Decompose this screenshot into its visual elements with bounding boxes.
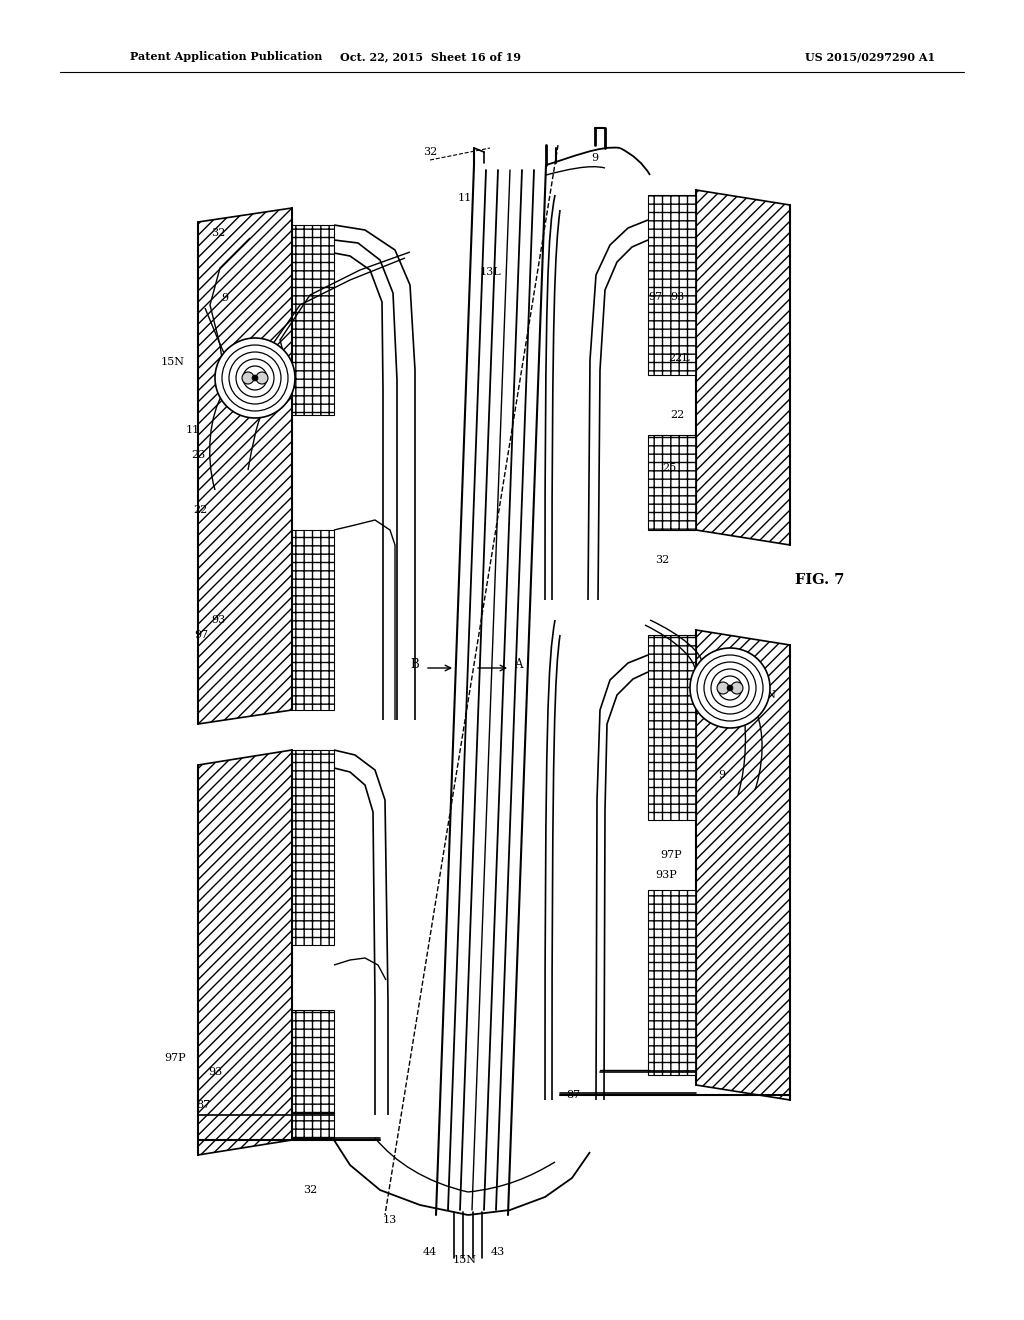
Bar: [648, 890, 696, 1074]
Text: 32: 32: [303, 1185, 317, 1195]
Text: 9: 9: [592, 153, 599, 162]
Text: 9: 9: [719, 770, 726, 780]
Polygon shape: [696, 190, 790, 545]
Text: 93: 93: [208, 1067, 222, 1077]
Bar: [292, 224, 334, 414]
Text: 93: 93: [670, 292, 684, 302]
Text: 11: 11: [458, 193, 472, 203]
Text: 93: 93: [211, 615, 225, 624]
Text: FIG. 7: FIG. 7: [796, 573, 845, 587]
Text: 87: 87: [566, 1090, 580, 1100]
Circle shape: [717, 682, 729, 694]
Text: US 2015/0297290 A1: US 2015/0297290 A1: [805, 51, 935, 62]
Text: 93P: 93P: [655, 870, 677, 880]
Text: 25: 25: [662, 463, 676, 473]
Text: 22: 22: [194, 506, 208, 515]
Text: 15N: 15N: [453, 1255, 477, 1265]
Polygon shape: [198, 750, 292, 1155]
Text: 22: 22: [670, 411, 684, 420]
Text: B: B: [411, 659, 419, 672]
Text: Patent Application Publication: Patent Application Publication: [130, 51, 323, 62]
Text: 97P: 97P: [165, 1053, 186, 1063]
Bar: [292, 1010, 334, 1138]
Text: 97: 97: [194, 630, 208, 640]
Text: 32: 32: [211, 228, 225, 238]
Text: 11: 11: [185, 425, 200, 436]
Text: 22L: 22L: [668, 352, 689, 363]
Text: 44: 44: [423, 1247, 437, 1257]
Text: 32: 32: [655, 554, 670, 565]
Bar: [648, 635, 696, 820]
Text: 23: 23: [190, 450, 205, 459]
Circle shape: [690, 648, 770, 729]
Bar: [648, 436, 696, 531]
Circle shape: [252, 375, 258, 381]
Text: 32: 32: [423, 147, 437, 157]
Bar: [648, 195, 696, 375]
Bar: [292, 750, 334, 945]
Text: 9: 9: [221, 293, 228, 304]
Text: 97: 97: [648, 292, 662, 302]
Polygon shape: [198, 209, 292, 723]
Circle shape: [242, 372, 254, 384]
Text: 1: 1: [728, 690, 735, 700]
Text: Oct. 22, 2015  Sheet 16 of 19: Oct. 22, 2015 Sheet 16 of 19: [340, 51, 520, 62]
Text: 43: 43: [490, 1247, 505, 1257]
Circle shape: [215, 338, 295, 418]
Text: 11: 11: [706, 713, 720, 723]
Circle shape: [731, 682, 743, 694]
Circle shape: [256, 372, 268, 384]
Text: A: A: [514, 659, 522, 672]
Text: 15N: 15N: [161, 356, 185, 367]
Text: 13L: 13L: [480, 267, 502, 277]
Circle shape: [727, 685, 733, 690]
Text: 97P: 97P: [660, 850, 682, 861]
Bar: [292, 531, 334, 710]
Text: 13: 13: [383, 1214, 397, 1225]
Text: 87: 87: [196, 1100, 210, 1110]
Polygon shape: [696, 630, 790, 1100]
Text: 15N: 15N: [753, 690, 777, 700]
